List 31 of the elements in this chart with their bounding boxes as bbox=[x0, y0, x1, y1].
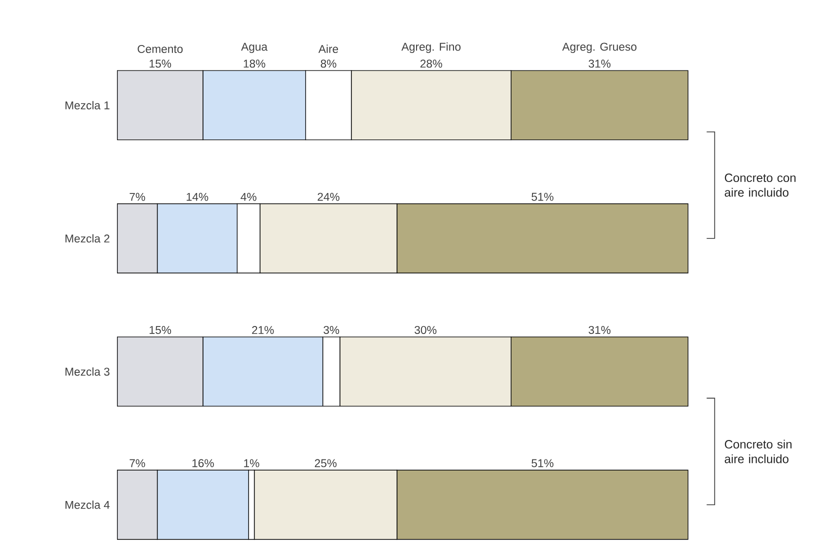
data-label: 15% bbox=[150, 326, 172, 334]
data-label: 24% bbox=[318, 192, 340, 201]
series-label: Agreg. Fino bbox=[401, 42, 461, 53]
data-label: 25% bbox=[314, 459, 337, 468]
data-label: 18% bbox=[244, 60, 266, 68]
data-label: 28% bbox=[420, 60, 442, 68]
series-label: Agua bbox=[241, 42, 268, 53]
data-label: 31% bbox=[588, 326, 610, 334]
series-label: Cemento bbox=[138, 44, 183, 53]
data-label: 4% bbox=[240, 192, 256, 201]
data-label: 51% bbox=[532, 192, 554, 201]
text: Concreto con aire incluido bbox=[724, 174, 796, 197]
y-tick-label: Mezcla 1 bbox=[66, 101, 110, 110]
text: Concreto sin aire incluido bbox=[724, 440, 792, 464]
y-tick-label: Mezcla 4 bbox=[66, 500, 110, 509]
data-label: 15% bbox=[150, 60, 172, 68]
data-label: 30% bbox=[414, 326, 436, 334]
y-tick-label: Mezcla 2 bbox=[66, 234, 110, 243]
data-label: 3% bbox=[324, 326, 340, 334]
data-label: 8% bbox=[320, 60, 336, 68]
data-label: 51% bbox=[532, 459, 554, 468]
data-label: 31% bbox=[588, 60, 610, 68]
data-label: 7% bbox=[130, 192, 146, 201]
data-label: 21% bbox=[252, 326, 274, 334]
data-label: 1% bbox=[244, 459, 260, 468]
data-label: 16% bbox=[192, 459, 214, 468]
data-label: 7% bbox=[130, 459, 146, 468]
series-label: Aire bbox=[318, 44, 338, 53]
y-tick-label: Mezcla 3 bbox=[66, 367, 110, 376]
series-label: Agreg. Grueso bbox=[562, 42, 636, 53]
data-label: 14% bbox=[186, 192, 208, 201]
